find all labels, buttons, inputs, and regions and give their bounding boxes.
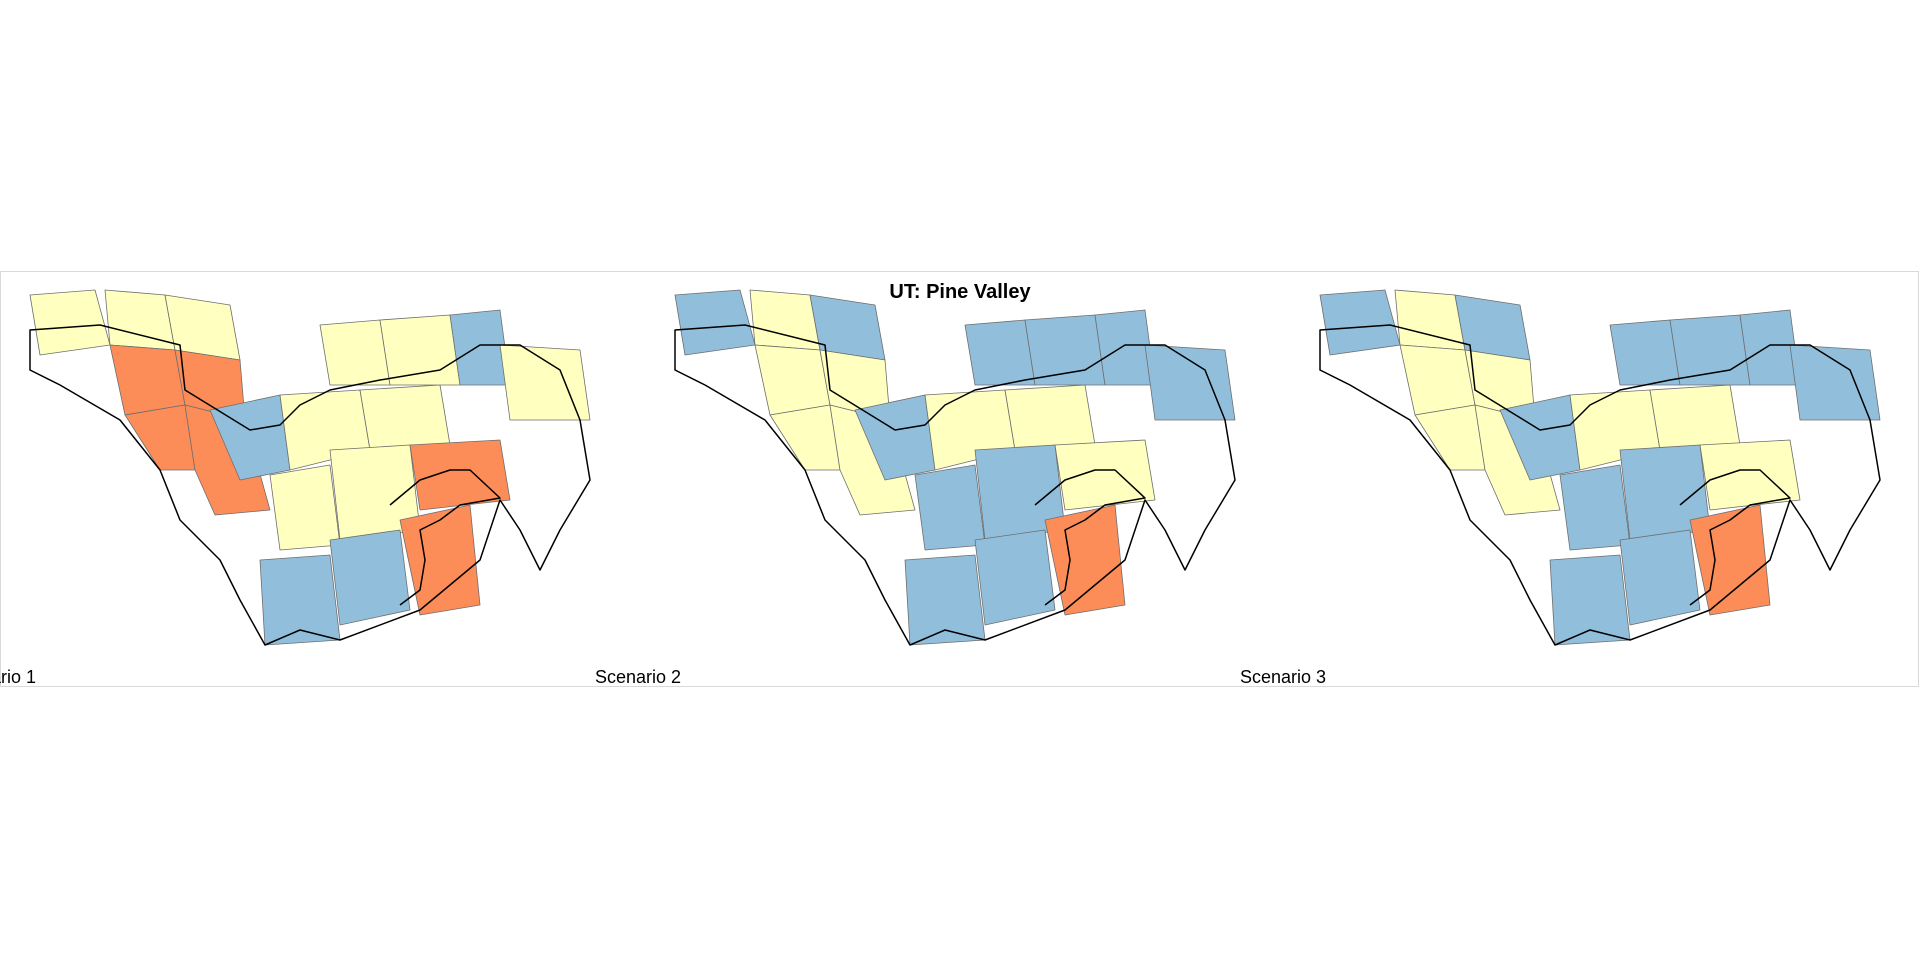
region-cell-d5: [269, 464, 341, 551]
region-cell-f1: [904, 554, 986, 646]
region-cell-e1: [1024, 314, 1106, 386]
map-canvas-2: [674, 289, 1236, 646]
region-cell-c1: [1414, 404, 1486, 471]
region-cell-e3: [1144, 344, 1236, 421]
panel-label-1: Scenario 1: [0, 667, 37, 687]
region-cell-d4: [1609, 319, 1681, 386]
area-boundary: [674, 324, 1236, 646]
region-cell-d4: [319, 319, 391, 386]
region-cell-d3: [1649, 384, 1741, 451]
inner-boundary-line: [389, 469, 501, 606]
region-cell-f2: [329, 529, 411, 626]
region-cell-d3: [1004, 384, 1096, 451]
region-cell-a1: [674, 289, 756, 356]
region-cell-a1: [1319, 289, 1401, 356]
region-cell-d5: [914, 464, 986, 551]
region-cell-c1: [124, 404, 196, 471]
region-cell-f1: [1549, 554, 1631, 646]
region-cell-f3: [1699, 439, 1801, 511]
region-cell-d3: [359, 384, 451, 451]
region-cell-f3: [1054, 439, 1156, 511]
region-cell-f4: [1044, 504, 1126, 616]
panel-label-2: Scenario 2: [594, 667, 682, 687]
region-cell-f2: [974, 529, 1056, 626]
map-canvas-3: [1319, 289, 1881, 646]
region-cell-a1: [29, 289, 111, 356]
map-title: UT: Pine Valley: [889, 281, 1031, 303]
figure-frame: [0, 271, 1919, 687]
region-cell-f4: [1689, 504, 1771, 616]
area-boundary: [29, 324, 591, 646]
area-boundary: [1319, 324, 1881, 646]
region-cell-e1: [1669, 314, 1751, 386]
map-panel-1: Scenario 1: [0, 271, 640, 687]
region-cell-d4: [964, 319, 1036, 386]
region-cell-e3: [499, 344, 591, 421]
region-cell-f4: [399, 504, 481, 616]
region-cell-b1: [109, 344, 186, 416]
map-panel-2: Scenario 2: [595, 271, 1285, 687]
map-canvas-1: [29, 289, 591, 646]
region-cell-e1: [379, 314, 461, 386]
inner-boundary-line: [1034, 469, 1146, 606]
inner-boundary-line: [1679, 469, 1791, 606]
map-panel-3: Scenario 3: [1240, 271, 1920, 687]
region-cell-e3: [1789, 344, 1881, 421]
panel-label-3: Scenario 3: [1239, 667, 1327, 687]
region-cell-b1: [754, 344, 831, 416]
region-cell-f1: [259, 554, 341, 646]
region-cell-f2: [1619, 529, 1701, 626]
region-cell-f3: [409, 439, 511, 511]
region-cell-c1: [769, 404, 841, 471]
region-cell-b1: [1399, 344, 1476, 416]
region-cell-d5: [1559, 464, 1631, 551]
